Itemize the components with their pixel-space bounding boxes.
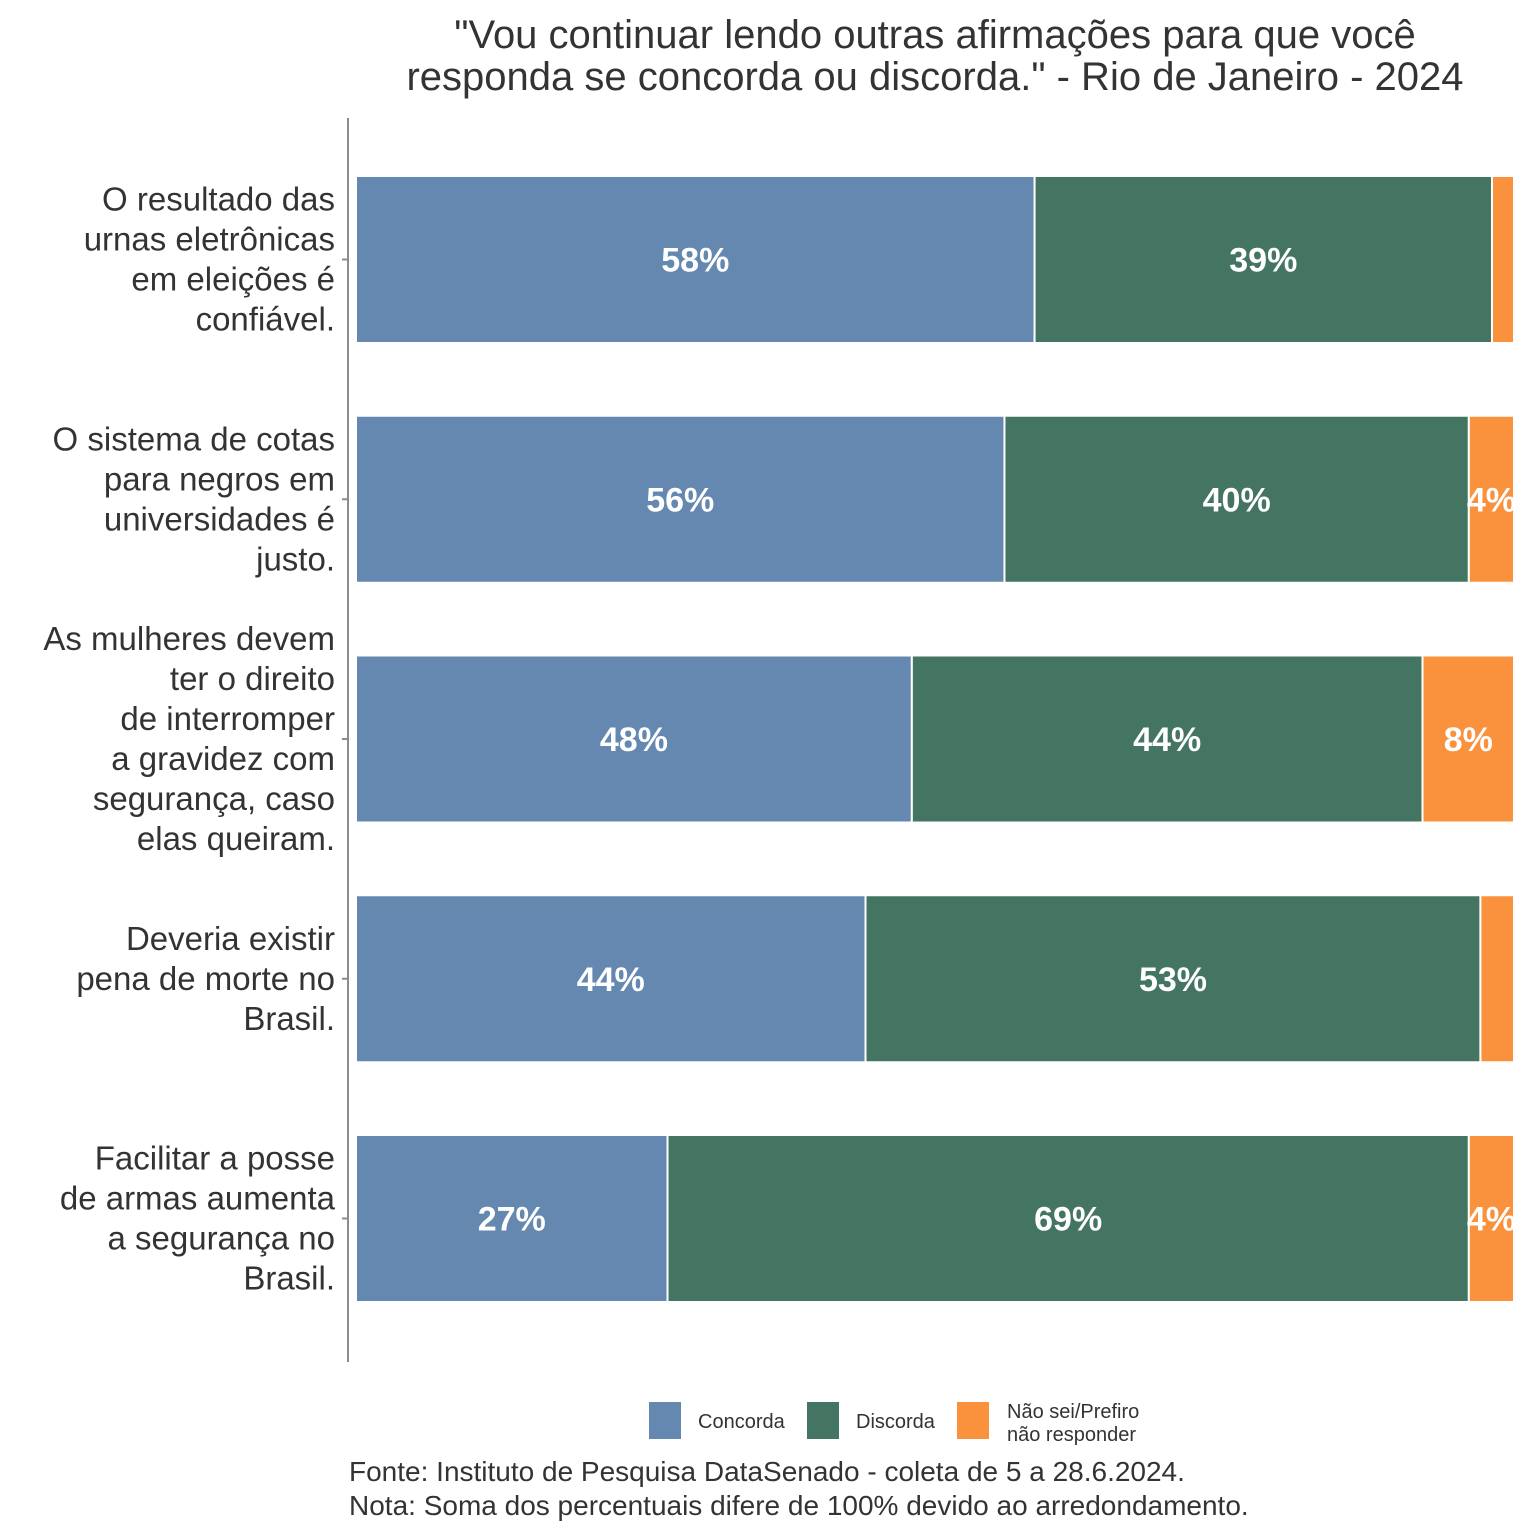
y-axis-label-line: Deveria existir: [126, 920, 335, 957]
y-axis-label-line: Brasil.: [243, 1260, 335, 1297]
y-axis-label-line: em eleições é: [131, 261, 335, 298]
y-axis-label-line: elas queiram.: [137, 820, 335, 857]
bar-value-label: 4%: [1467, 481, 1516, 519]
y-axis-label-line: de interromper: [120, 700, 335, 737]
bar-segment-concorda: [355, 414, 1006, 584]
bar-value-label: 4%: [1467, 1201, 1516, 1239]
bar-value-label: 44%: [1133, 721, 1201, 759]
y-axis-ticks: [342, 258, 348, 1220]
bar-value-label: 44%: [577, 961, 645, 999]
bar-row: 58% 39%: [355, 175, 1516, 344]
legend-label: Concorda: [698, 1411, 786, 1433]
bar-value-label: 40%: [1203, 481, 1271, 519]
bar-segment-n-o-sei-prefiro-n-o-responder: [1479, 894, 1515, 1064]
bar-value-label: 27%: [478, 1201, 546, 1239]
legend-label: Discorda: [856, 1411, 936, 1433]
y-axis-label-line: segurança, caso: [93, 780, 335, 817]
y-axis-label-line: a segurança no: [107, 1220, 335, 1257]
bar-segment-discorda: [666, 1134, 1470, 1303]
bar-row: 56% 40% 4%: [355, 414, 1516, 584]
bar-row: 48% 44% 8%: [355, 654, 1515, 824]
legend-label-line: Não sei/Prefiro: [1007, 1401, 1139, 1423]
bar-segment-n-o-sei-prefiro-n-o-responder: [1490, 175, 1516, 344]
y-axis-label-line: As mulheres devem: [43, 620, 335, 657]
bar-value-label: 69%: [1034, 1201, 1102, 1239]
legend-swatch: [957, 1402, 989, 1439]
y-axis-label-line: urnas eletrônicas: [84, 221, 335, 258]
y-axis-label-line: para negros em: [104, 460, 335, 497]
y-axis-label-line: Facilitar a posse: [95, 1140, 335, 1177]
chart-title-line: responda se concorda ou discorda." - Rio…: [406, 55, 1463, 99]
bar-segment-concorda: [355, 1134, 669, 1303]
y-axis-label-line: de armas aumenta: [60, 1180, 336, 1217]
y-axis-label-line: O sistema de cotas: [53, 420, 335, 457]
bar-segment-n-o-sei-prefiro-n-o-responder: [1467, 1134, 1516, 1303]
bar-segment-n-o-sei-prefiro-n-o-responder: [1467, 414, 1516, 584]
bar-segment-concorda: [355, 894, 867, 1064]
bar-segment-discorda: [1003, 414, 1470, 584]
legend-item: Concorda: [649, 1402, 786, 1439]
bar-value-label: 48%: [600, 721, 668, 759]
y-axis-label-line: pena de morte no: [76, 960, 335, 997]
y-axis-label-line: confiável.: [196, 301, 335, 338]
bar-segment-concorda: [355, 175, 1036, 344]
bar-value-label: 39%: [1229, 242, 1297, 280]
y-axis-label-line: universidades é: [104, 500, 335, 537]
bar-segment-concorda: [355, 654, 913, 824]
legend-swatch: [649, 1402, 681, 1439]
source-caption: Fonte: Instituto de Pesquisa DataSenado …: [349, 1456, 1185, 1487]
bar-segment-discorda: [864, 894, 1482, 1064]
chart-title: "Vou continuar lendo outras afirmações p…: [406, 13, 1463, 99]
y-axis-label-line: ter o direito: [170, 660, 335, 697]
bar-segment-n-o-sei-prefiro-n-o-responder: [1421, 654, 1515, 824]
chart-title-line: "Vou continuar lendo outras afirmações p…: [454, 13, 1415, 57]
legend-item: Discorda: [807, 1402, 936, 1439]
legend-swatch: [807, 1402, 839, 1439]
bar-value-label: 56%: [646, 481, 714, 519]
y-axis-label-line: O resultado das: [102, 181, 335, 218]
bar-row: 44% 53%: [355, 894, 1515, 1064]
y-axis-label-line: Brasil.: [243, 1000, 335, 1037]
bar-value-label: 8%: [1444, 721, 1493, 759]
legend-label-line: não responder: [1007, 1424, 1136, 1446]
y-axis-label-line: a gravidez com: [111, 740, 335, 777]
bar-value-label: 53%: [1139, 961, 1207, 999]
bar-value-label: 58%: [661, 242, 729, 280]
bar-row: 27% 69% 4%: [355, 1134, 1516, 1303]
bars: 58% 39% 56% 40% 4% 48% 44% 8% 44% 53% 27% 69% 4%: [355, 175, 1516, 1303]
note-caption: Nota: Soma dos percentuais difere de 100…: [349, 1490, 1249, 1521]
y-axis-label-line: justo.: [255, 540, 335, 577]
captions: Fonte: Instituto de Pesquisa DataSenado …: [349, 1456, 1249, 1521]
bar-segment-discorda: [910, 654, 1424, 824]
